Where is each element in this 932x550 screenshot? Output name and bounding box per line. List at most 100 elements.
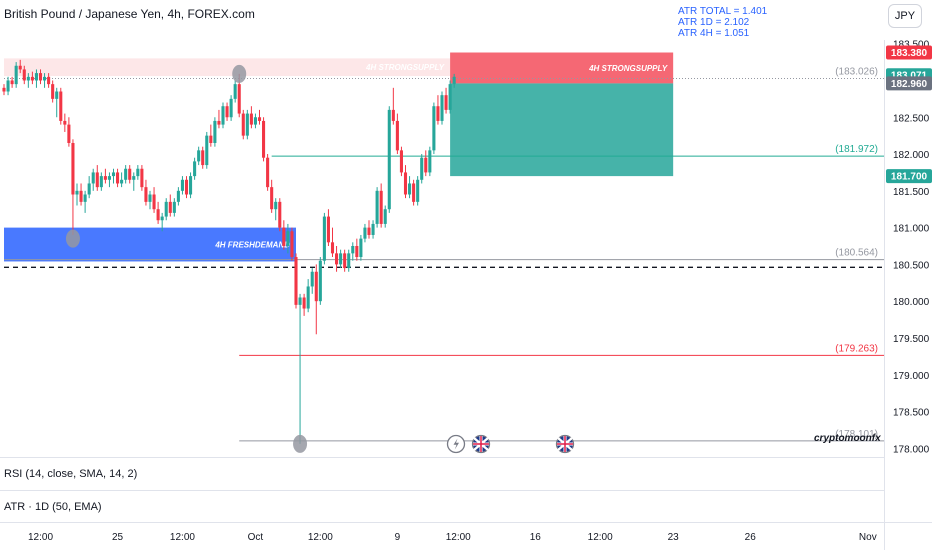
candle-body xyxy=(335,253,339,265)
time-tick-label: 12:00 xyxy=(28,532,53,543)
time-tick-label: Oct xyxy=(248,532,264,543)
candle xyxy=(22,65,26,85)
candle xyxy=(116,168,120,188)
candle-body xyxy=(83,194,87,202)
price-badge xyxy=(886,169,932,184)
candle xyxy=(367,220,371,239)
candle-body xyxy=(38,73,43,81)
candle xyxy=(416,176,420,206)
event-uk-flag-icon[interactable] xyxy=(471,434,491,454)
candle-body xyxy=(249,113,253,125)
time-axis[interactable]: 12:00 25 12:00 Oct 12:00 9 12:00 16 12:00 23 26 Nov xyxy=(28,532,877,543)
candle xyxy=(290,227,294,261)
atr-indicator-label[interactable]: ATR · 1D (50, EMA) xyxy=(4,501,102,513)
candle-body xyxy=(412,183,416,202)
candle xyxy=(201,146,205,169)
atr-1d-text: ATR 1D = 2.102 xyxy=(678,17,750,28)
candle-body xyxy=(10,80,14,85)
candle xyxy=(225,102,229,121)
candle xyxy=(330,227,335,258)
candle xyxy=(51,80,55,103)
candle-body xyxy=(26,76,30,81)
candle-body xyxy=(436,106,440,121)
zone-label: 4H STRONGSUPPLY xyxy=(365,63,445,72)
candle-body xyxy=(34,73,38,81)
candle-body xyxy=(351,246,355,254)
candle xyxy=(205,131,209,169)
candle xyxy=(253,113,257,129)
candle-body xyxy=(87,183,91,195)
candle xyxy=(282,220,286,250)
candle xyxy=(55,87,59,118)
candle-body xyxy=(367,227,371,235)
candle-body xyxy=(322,216,326,261)
candle xyxy=(63,113,67,132)
candle xyxy=(355,238,359,261)
candle-body xyxy=(152,194,156,210)
candle xyxy=(176,187,180,206)
candle xyxy=(294,253,298,309)
candle xyxy=(38,69,43,85)
candle-body xyxy=(144,187,148,202)
time-tick-label: 9 xyxy=(395,532,401,543)
candle xyxy=(140,165,144,191)
candle-body xyxy=(103,176,107,180)
candle xyxy=(160,212,164,232)
candle-body xyxy=(6,80,10,92)
candle-body xyxy=(339,253,343,265)
time-tick-label: 12:00 xyxy=(446,532,471,543)
candle-body xyxy=(189,176,193,195)
level-label: (180.564) xyxy=(835,248,878,259)
candle xyxy=(193,157,197,180)
candle-body xyxy=(180,179,184,191)
candle xyxy=(286,223,290,254)
candle-body xyxy=(225,106,229,118)
candle-body xyxy=(274,201,278,210)
candle xyxy=(440,91,444,125)
candle-body xyxy=(168,201,172,213)
atr-info-box: ATR TOTAL = 1.401 ATR 1D = 2.102 ATR 4H … xyxy=(678,6,767,39)
candle-body xyxy=(67,124,71,143)
price-badge-label: 182.960 xyxy=(891,79,928,90)
candle xyxy=(217,109,221,129)
candle-body xyxy=(318,260,322,302)
candle xyxy=(180,176,184,195)
candle-body xyxy=(116,172,120,184)
price-tick-label: 180.000 xyxy=(893,297,930,308)
candle xyxy=(10,76,14,88)
candle xyxy=(278,198,282,232)
candle xyxy=(18,59,22,74)
candle-body xyxy=(213,120,217,143)
price-axis[interactable]: 183.500183.000182.500182.000181.500181.0… xyxy=(893,40,930,456)
candle xyxy=(298,293,302,444)
price-tick-label: 178.500 xyxy=(893,408,930,419)
candle-body xyxy=(343,253,347,269)
event-uk-flag-icon[interactable] xyxy=(555,434,575,454)
candle-body xyxy=(43,76,47,81)
candle-body xyxy=(375,190,379,224)
currency-button[interactable]: JPY xyxy=(888,4,922,28)
event-lightning-icon[interactable] xyxy=(446,434,466,454)
candle xyxy=(107,172,111,188)
time-tick-label: 12:00 xyxy=(170,532,195,543)
candle-body xyxy=(156,209,160,221)
candle-body xyxy=(306,286,310,309)
atr-4h-text: ATR 4H = 1.051 xyxy=(678,28,750,39)
price-tick-label: 180.500 xyxy=(893,260,930,271)
candle xyxy=(229,95,233,121)
candle xyxy=(274,198,278,221)
candle xyxy=(91,168,95,191)
candle xyxy=(391,87,395,125)
candle xyxy=(424,150,428,177)
candle-body xyxy=(75,190,79,195)
candle-body xyxy=(440,95,444,121)
level-label: (178.101) xyxy=(835,429,878,440)
price-tick-label: 181.500 xyxy=(893,187,930,198)
candle-body xyxy=(111,172,116,177)
candle-body xyxy=(448,84,452,110)
price-badge-label: 183.380 xyxy=(891,48,928,59)
candle-body xyxy=(444,95,448,110)
rsi-indicator-label[interactable]: RSI (14, close, SMA, 14, 2) xyxy=(4,468,138,480)
